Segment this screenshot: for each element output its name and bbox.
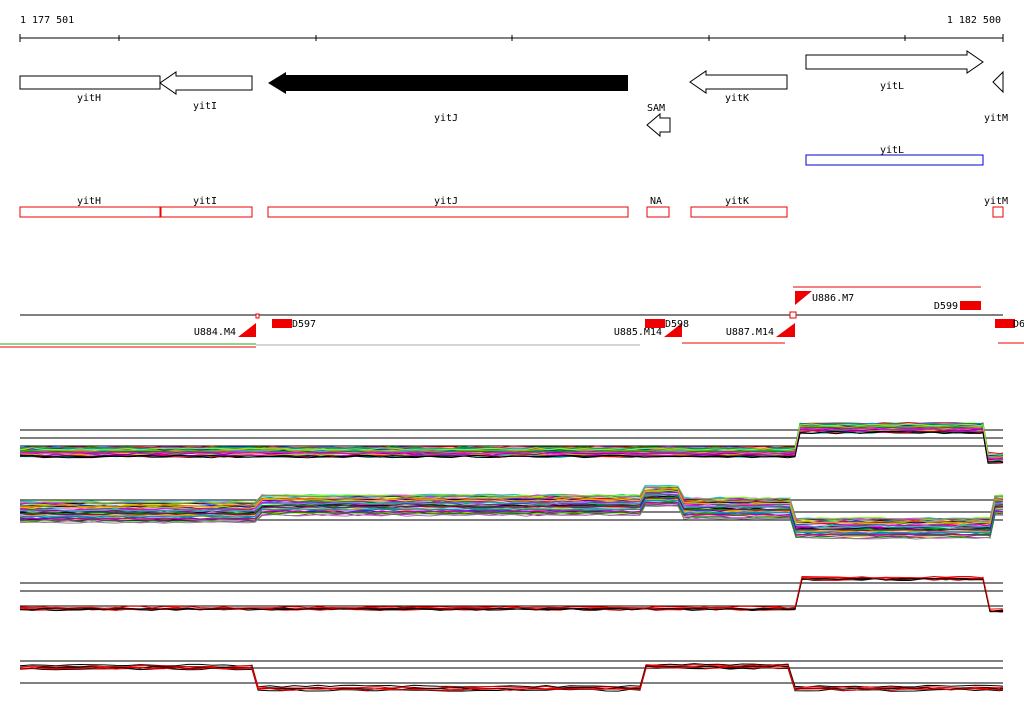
region-box [646, 206, 670, 218]
track-line [19, 430, 1004, 463]
gene-arrow [268, 72, 628, 94]
gene-label: yitH [77, 93, 101, 104]
region-label: yitK [725, 196, 749, 207]
track-line [19, 499, 1004, 534]
gene-label: yitI [193, 101, 217, 112]
track-line [19, 498, 1004, 533]
feature-label: D597 [292, 319, 316, 330]
track-line [19, 491, 1004, 526]
track-line [19, 666, 1004, 691]
region-box [160, 206, 253, 218]
feature-label: U887.M14 [726, 327, 774, 338]
annotation-label: yitL [880, 145, 904, 156]
track-line [19, 494, 1003, 530]
track-line [19, 423, 1004, 456]
track-line [19, 575, 1004, 610]
feature-label: U885.M14 [614, 327, 662, 338]
gene-arrow [689, 70, 788, 94]
feature-label: U886.M7 [812, 293, 854, 304]
annotation-box [805, 154, 984, 166]
track-line [19, 663, 1004, 689]
track-line [19, 427, 1004, 461]
gene-arrow [992, 70, 1004, 94]
gene-label: SAM [647, 103, 665, 114]
region-box [19, 206, 161, 218]
region-label: yitM [984, 196, 1008, 207]
gene-arrow [805, 50, 984, 74]
region-box [267, 206, 629, 218]
track-line [19, 426, 1004, 460]
gene-label: yitM [984, 113, 1008, 124]
ruler-end: 1 182 500 [947, 15, 1001, 26]
region-label: yitJ [434, 196, 458, 207]
gene-arrow [646, 112, 671, 138]
track-line [19, 486, 1004, 521]
gene-box [19, 75, 161, 90]
track-line [19, 577, 1004, 613]
track-line [19, 488, 1003, 524]
gene-label: yitJ [434, 113, 458, 124]
gene-label: yitK [725, 93, 749, 104]
feature-label: D599 [934, 301, 958, 312]
track-line [19, 428, 1004, 461]
feature-label: D6 [1013, 319, 1024, 330]
track-line [19, 493, 1004, 528]
region-label: yitH [77, 196, 101, 207]
feature-track [0, 286, 1024, 348]
ruler-ticks [19, 34, 1004, 42]
feature-label: U884.M4 [194, 327, 236, 338]
track-line [19, 496, 1004, 532]
region-label: NA [650, 196, 662, 207]
region-label: yitI [193, 196, 217, 207]
track-line [19, 502, 1004, 536]
gene-label: yitL [880, 81, 904, 92]
expression-tracks [19, 421, 1004, 692]
track-line [19, 663, 1004, 688]
track-line [19, 505, 1004, 540]
gene-arrow [159, 71, 253, 95]
region-box [690, 206, 788, 218]
feature-label: D598 [665, 319, 689, 330]
ruler-start: 1 177 501 [20, 15, 74, 26]
track-line [19, 502, 1004, 538]
region-box [992, 206, 1004, 218]
